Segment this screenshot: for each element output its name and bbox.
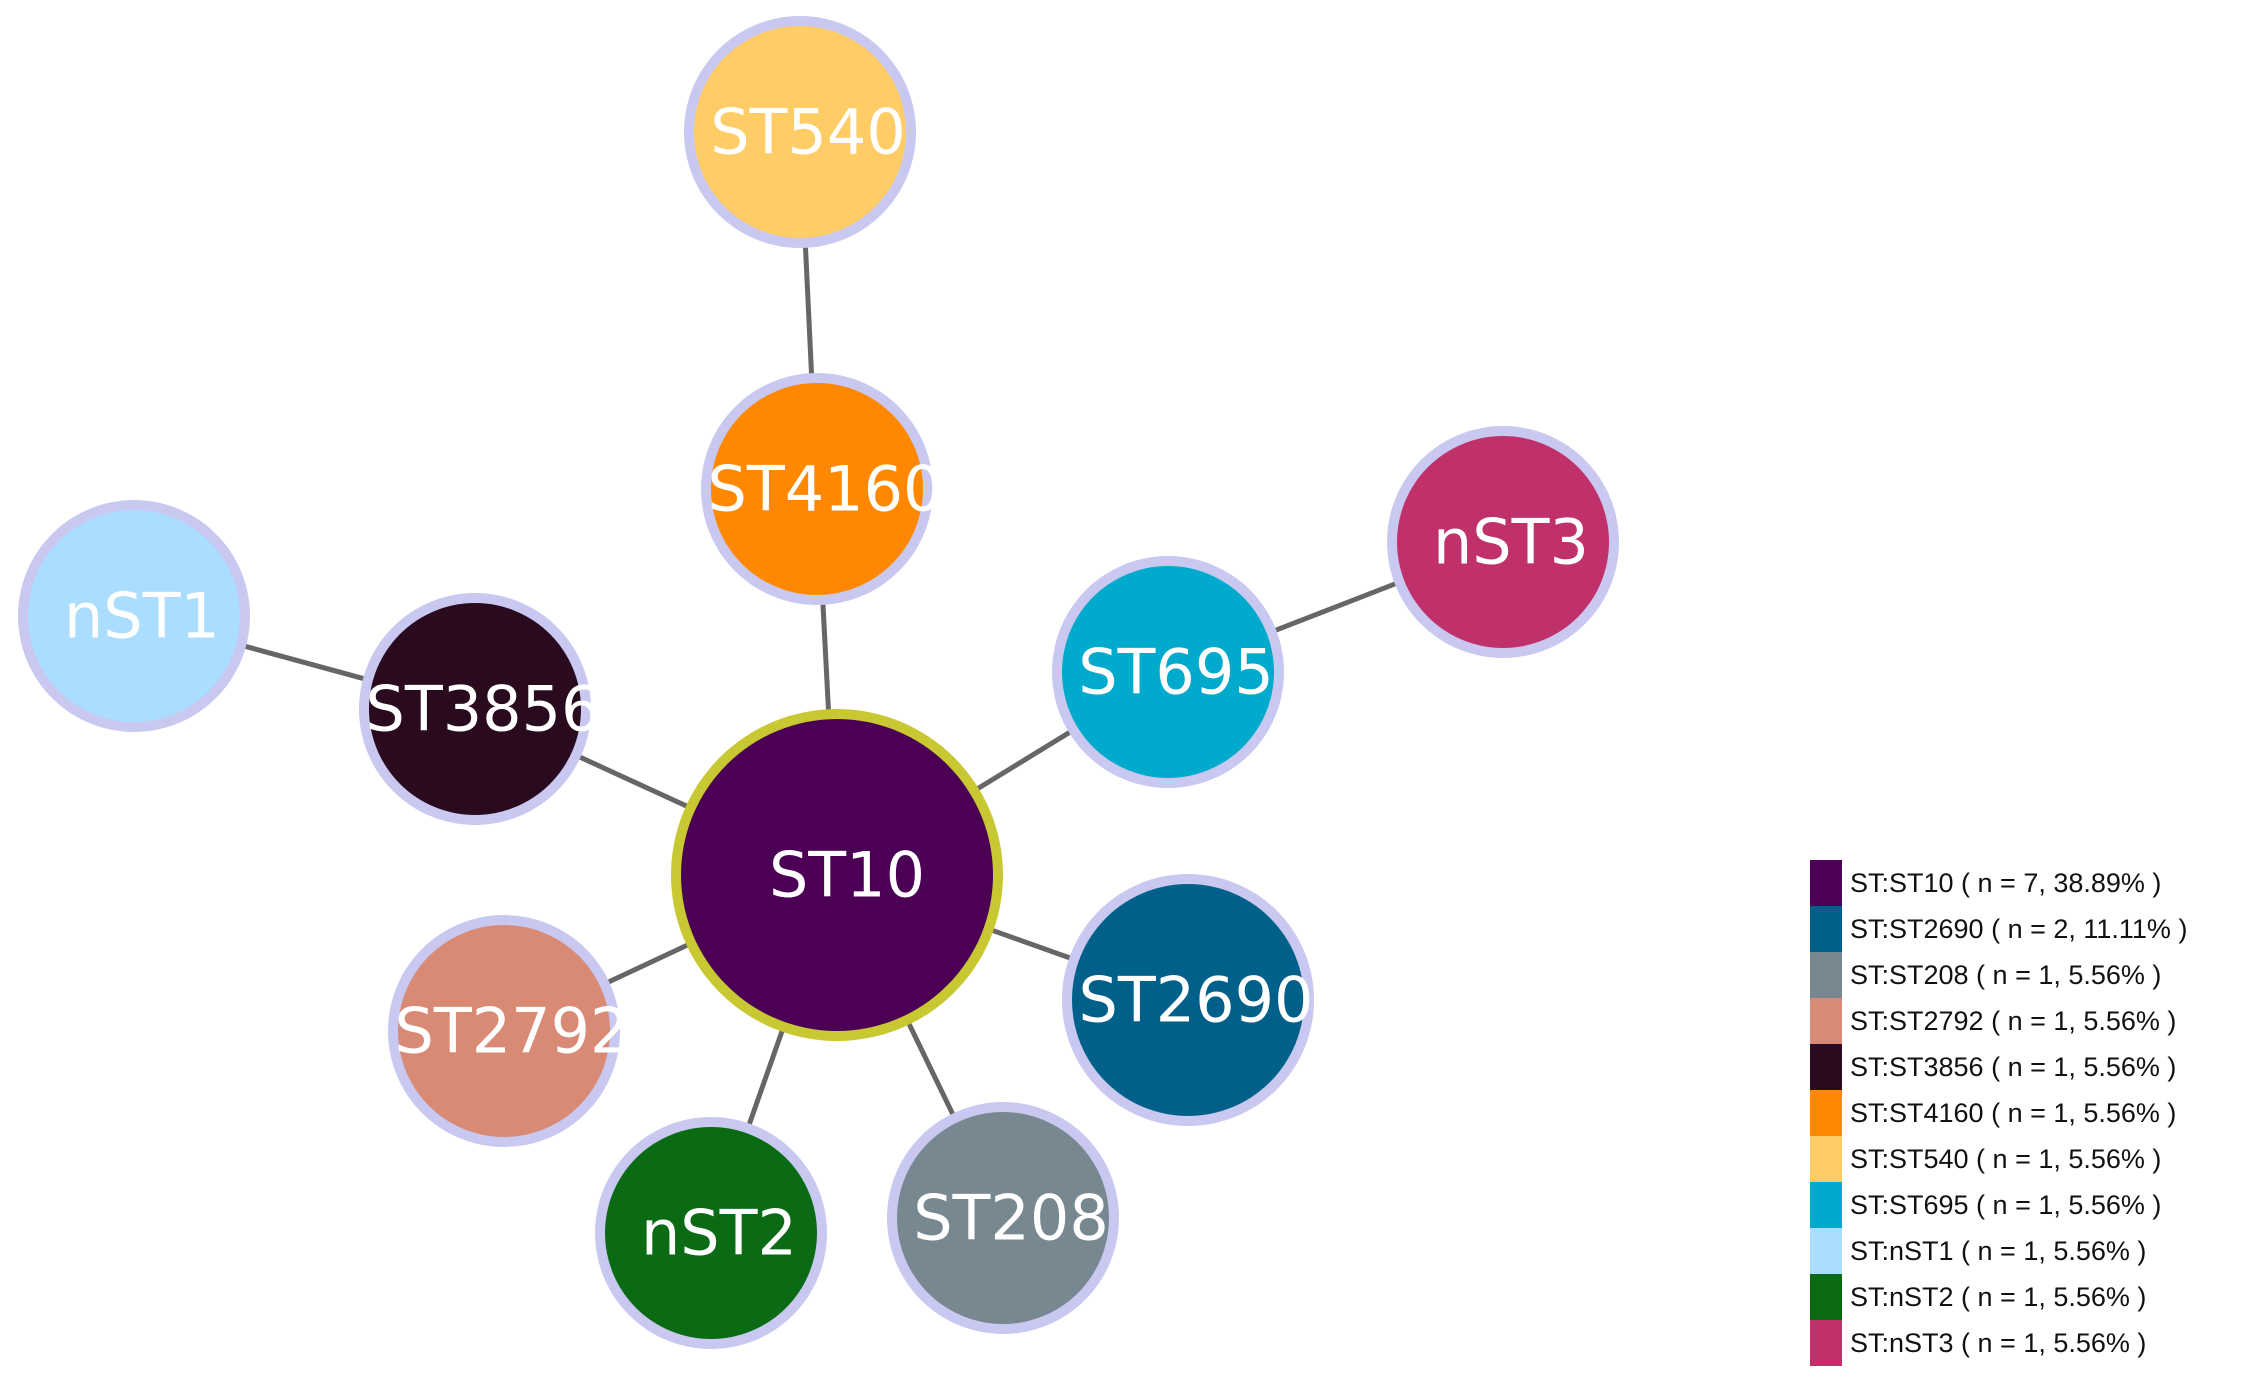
legend-label: ST:nST3 ( n = 1, 5.56% ) (1850, 1328, 2146, 1358)
node-circle (398, 925, 610, 1137)
node-label: nST3 (1433, 506, 1589, 579)
node-label: ST2792 (394, 995, 629, 1068)
edges (133, 131, 1504, 1234)
legend-label: ST:ST10 ( n = 7, 38.89% ) (1850, 868, 2161, 898)
node-circle (681, 719, 993, 1031)
node: nST3 (1387, 426, 1619, 658)
node: ST10 (671, 709, 1003, 1041)
node-label: ST3856 (365, 673, 600, 746)
legend-label: ST:ST208 ( n = 1, 5.56% ) (1850, 960, 2161, 990)
node-circle (369, 603, 581, 815)
legend-label: ST:ST4160 ( n = 1, 5.56% ) (1850, 1098, 2176, 1128)
node: ST695 (1052, 556, 1284, 788)
legend-swatch (1810, 1320, 1842, 1366)
node-label: nST1 (64, 580, 220, 653)
node: nST1 (18, 500, 250, 732)
node-label: nST2 (641, 1197, 797, 1270)
node-circle (1397, 436, 1609, 648)
legend-swatch (1810, 1044, 1842, 1090)
node-circle (605, 1127, 817, 1339)
legend-label: ST:nST2 ( n = 1, 5.56% ) (1850, 1282, 2146, 1312)
node-label: ST208 (913, 1182, 1109, 1255)
node-circle (694, 26, 906, 238)
legend-label: ST:nST1 ( n = 1, 5.56% ) (1850, 1236, 2146, 1266)
legend-swatch (1810, 1274, 1842, 1320)
legend-swatch (1810, 1182, 1842, 1228)
legend-label: ST:ST695 ( n = 1, 5.56% ) (1850, 1190, 2161, 1220)
legend-swatch (1810, 1228, 1842, 1274)
node-circle (1062, 566, 1274, 778)
legend-swatch (1810, 998, 1842, 1044)
node-circle (897, 1112, 1109, 1324)
node: ST2792 (388, 915, 630, 1147)
node-circle (28, 510, 240, 722)
legend-label: ST:ST2792 ( n = 1, 5.56% ) (1850, 1006, 2176, 1036)
legend-label: ST:ST2690 ( n = 2, 11.11% ) (1850, 914, 2187, 944)
node-label: ST2690 (1078, 964, 1313, 1037)
node: ST208 (887, 1102, 1119, 1334)
node: nST2 (595, 1117, 827, 1349)
node: ST3856 (359, 593, 601, 825)
node-label: ST540 (710, 96, 906, 169)
node-label: ST695 (1078, 636, 1274, 709)
legend-swatch (1810, 1090, 1842, 1136)
legend-swatch (1810, 952, 1842, 998)
legend-swatch (1810, 1136, 1842, 1182)
legend-swatch (1810, 860, 1842, 906)
node-circle (711, 383, 923, 595)
node: ST2690 (1062, 874, 1314, 1126)
node-label: ST10 (769, 839, 925, 912)
legend-swatch (1810, 906, 1842, 952)
legend: ST:ST10 ( n = 7, 38.89% ) ST:ST2690 ( n =… (1810, 860, 2187, 1366)
node: ST4160 (701, 373, 943, 605)
legend-label: ST:ST3856 ( n = 1, 5.56% ) (1850, 1052, 2176, 1082)
legend-label: ST:ST540 ( n = 1, 5.56% ) (1850, 1144, 2161, 1174)
nodes: ST10 ST540 ST4160 nST1 ST3856 nST3 ST695 ST2690… (18, 16, 1619, 1349)
node: ST540 (684, 16, 916, 248)
node-circle (1072, 884, 1304, 1116)
node-label: ST4160 (707, 453, 942, 526)
